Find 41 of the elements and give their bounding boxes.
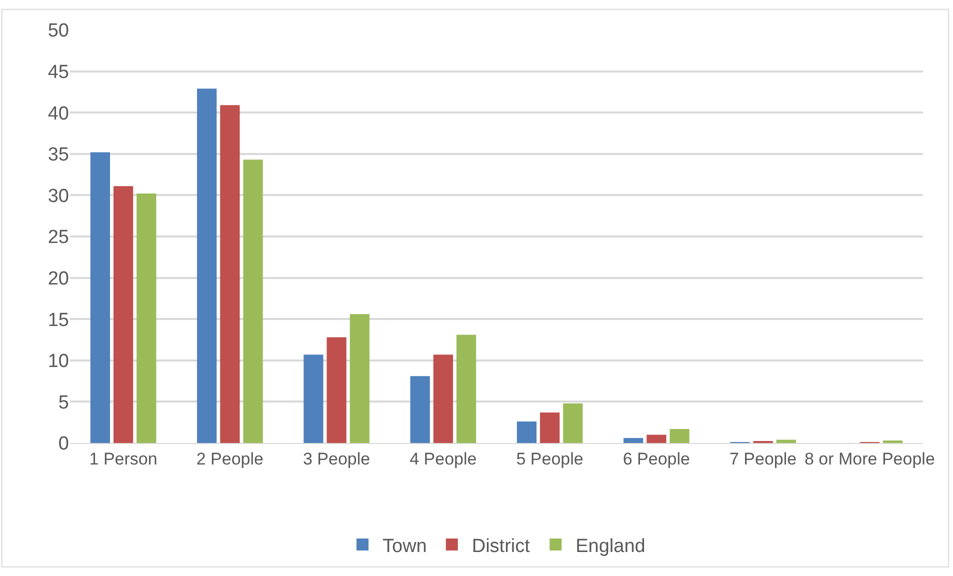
- y-tick-label: 10: [48, 351, 69, 372]
- bar: [433, 354, 454, 443]
- bar: [516, 422, 537, 443]
- bar: [456, 334, 476, 443]
- y-tick-label: 45: [48, 62, 69, 83]
- y-tick-label: 0: [58, 434, 69, 455]
- x-tick-label: 1 Person: [89, 449, 158, 468]
- bar: [197, 88, 217, 443]
- y-tick-label: 15: [48, 310, 69, 331]
- y-tick-label: 30: [48, 186, 69, 207]
- y-tick-label: 20: [48, 268, 69, 290]
- bar: [90, 152, 110, 443]
- bar: [540, 412, 560, 443]
- y-tick-label: 25: [48, 227, 69, 248]
- legend-label: Town: [382, 536, 427, 557]
- bar: [410, 376, 430, 443]
- bar: [243, 160, 263, 443]
- bar: [220, 105, 240, 443]
- x-tick-label: 4 People: [410, 449, 477, 468]
- legend-label: England: [576, 536, 646, 557]
- x-tick-label: 2 People: [196, 449, 264, 468]
- bar: [776, 440, 796, 443]
- x-tick-label: 5 People: [516, 449, 584, 468]
- bar: [304, 354, 324, 443]
- bar: [670, 428, 690, 443]
- x-tick-label: 7 People: [729, 449, 797, 468]
- bar: [350, 314, 370, 443]
- x-tick-label: 3 People: [302, 449, 370, 468]
- bar: [326, 337, 346, 443]
- bar: [113, 186, 134, 443]
- y-tick-label: 50: [48, 20, 69, 42]
- y-tick-label: 35: [48, 144, 69, 166]
- y-tick-label: 40: [48, 103, 69, 124]
- legend-label: District: [472, 536, 531, 557]
- bar: [624, 438, 644, 443]
- y-tick-label: 5: [58, 392, 69, 414]
- bar: [136, 194, 156, 443]
- x-tick-label: 6 People: [622, 449, 690, 468]
- x-tick-label: 8 or More People: [804, 449, 935, 468]
- bar: [563, 403, 583, 443]
- bar: [646, 434, 666, 443]
